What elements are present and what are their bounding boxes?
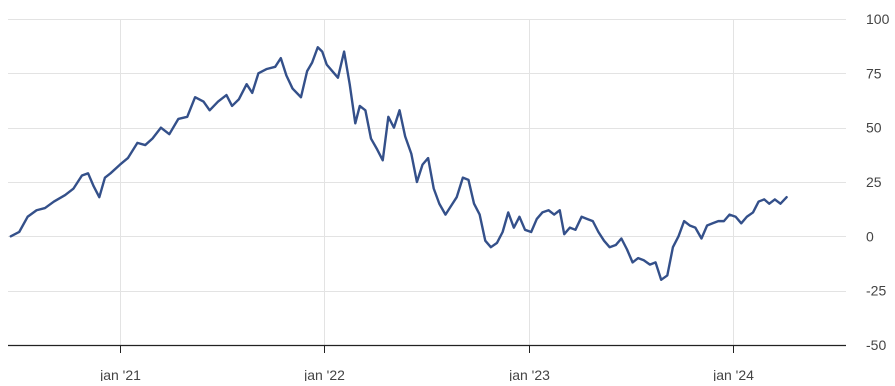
- series-line-0: [9, 46, 788, 281]
- x-tick-label: jan '22: [303, 367, 345, 381]
- x-tick-label: jan '24: [712, 367, 754, 381]
- y-tick-label: -50: [866, 337, 886, 353]
- x-tick-label: jan '23: [508, 367, 550, 381]
- y-tick-label: 100: [866, 11, 890, 27]
- y-tick-label: 25: [866, 174, 882, 190]
- series-group: [9, 46, 788, 281]
- horizontal-gridlines: [8, 19, 846, 292]
- y-tick-label: 50: [866, 120, 882, 136]
- vertical-gridlines: [120, 19, 734, 345]
- y-tick-label: -25: [866, 283, 886, 299]
- x-tick-label: jan '21: [99, 367, 141, 381]
- y-tick-label: 0: [866, 228, 874, 244]
- y-axis-tick-labels: 100 75 50 25 0 -25 -50: [866, 11, 890, 353]
- x-axis: jan '21 jan '22 jan '23 jan '24: [8, 344, 846, 383]
- y-tick-label: 75: [866, 65, 882, 81]
